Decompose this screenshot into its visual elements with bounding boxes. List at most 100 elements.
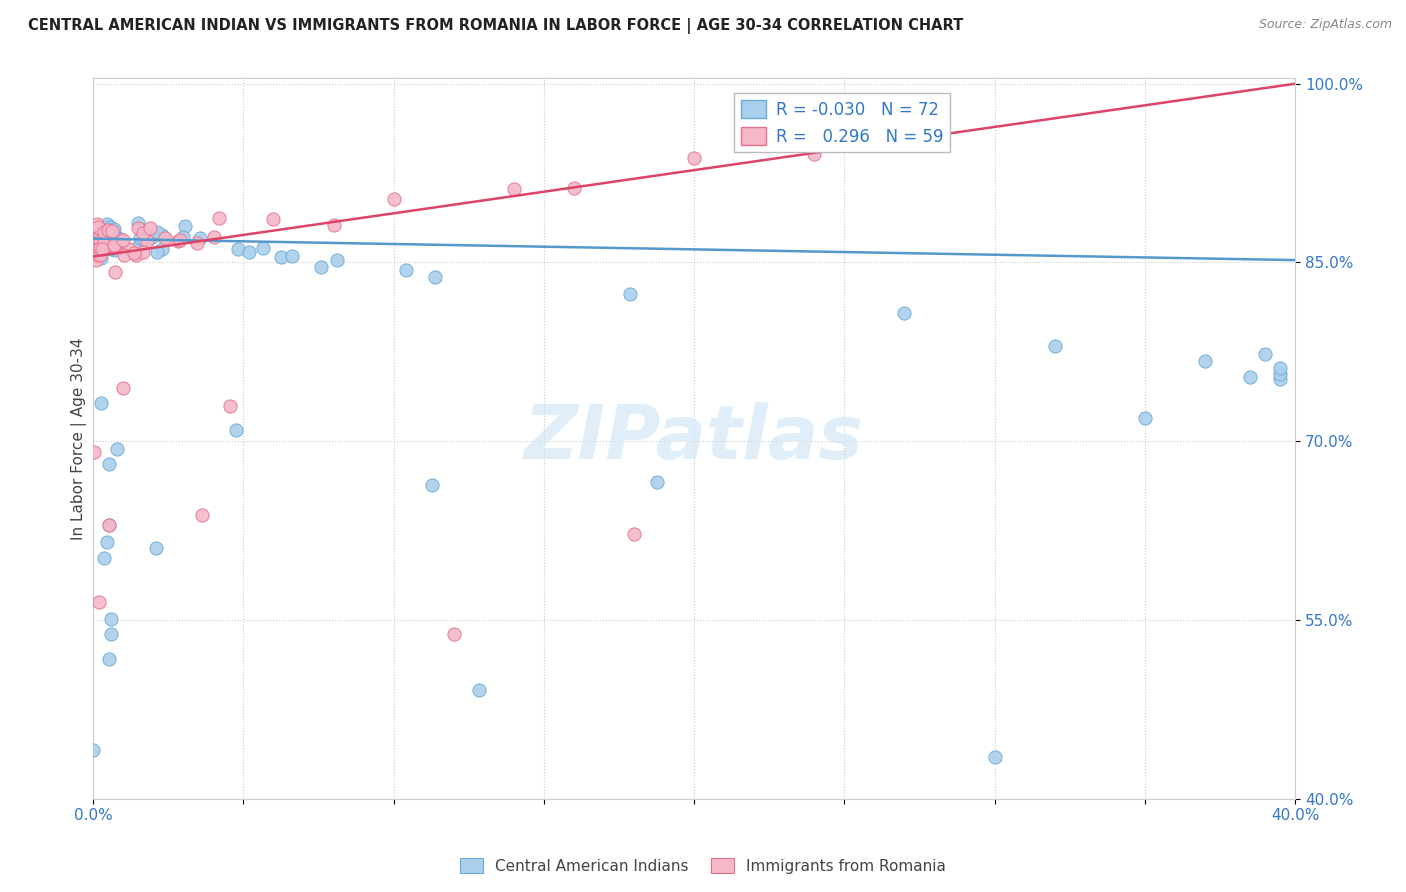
Point: [83, 244, 105, 259]
Point: [93, 235, 115, 250]
Point: [186, 235, 208, 250]
Point: [100, 612, 122, 626]
Point: [208, 211, 231, 225]
Point: [122, 246, 145, 260]
Point: [112, 381, 135, 395]
Point: [103, 230, 125, 244]
Point: [983, 750, 1005, 764]
Point: [226, 242, 249, 256]
Point: [83, 445, 105, 459]
Point: [172, 230, 194, 244]
Point: [325, 253, 347, 268]
Point: [270, 250, 292, 264]
Point: [132, 244, 155, 259]
Point: [97, 236, 120, 251]
Point: [82, 742, 104, 756]
Point: [100, 239, 122, 253]
Point: [262, 211, 284, 226]
Point: [382, 192, 405, 206]
Point: [104, 240, 127, 254]
Point: [1268, 372, 1291, 386]
Point: [100, 241, 122, 255]
Point: [89, 595, 111, 609]
Point: [86, 248, 108, 262]
Point: [105, 230, 128, 244]
Point: [202, 229, 225, 244]
Point: [219, 399, 242, 413]
Point: [153, 231, 176, 245]
Point: [1268, 361, 1291, 376]
Point: [322, 218, 344, 232]
Point: [924, 129, 946, 144]
Point: [131, 226, 153, 240]
Point: [100, 230, 122, 244]
Point: [110, 232, 132, 246]
Point: [98, 220, 121, 235]
Point: [101, 224, 124, 238]
Point: [86, 222, 108, 236]
Point: [645, 475, 668, 490]
Legend: Central American Indians, Immigrants from Romania: Central American Indians, Immigrants fro…: [454, 852, 952, 880]
Point: [104, 243, 127, 257]
Point: [89, 221, 111, 235]
Point: [97, 227, 120, 242]
Point: [105, 230, 128, 244]
Point: [90, 395, 112, 409]
Point: [468, 683, 491, 698]
Point: [683, 151, 706, 165]
Point: [100, 242, 122, 256]
Point: [1043, 338, 1066, 352]
Point: [146, 244, 169, 259]
Point: [191, 508, 214, 522]
Point: [98, 238, 121, 252]
Point: [98, 458, 121, 472]
Point: [136, 234, 159, 248]
Point: [101, 223, 124, 237]
Point: [152, 242, 174, 256]
Point: [1194, 354, 1216, 368]
Point: [83, 245, 105, 260]
Point: [141, 230, 163, 244]
Point: [91, 242, 114, 256]
Point: [139, 220, 162, 235]
Point: [423, 269, 446, 284]
Point: [619, 287, 641, 301]
Text: Source: ZipAtlas.com: Source: ZipAtlas.com: [1258, 18, 1392, 31]
Point: [93, 235, 115, 250]
Point: [100, 627, 122, 641]
Point: [89, 248, 111, 262]
Point: [125, 248, 148, 262]
Point: [86, 225, 108, 239]
Point: [803, 147, 825, 161]
Point: [86, 249, 108, 263]
Y-axis label: In Labor Force | Age 30-34: In Labor Force | Age 30-34: [72, 337, 87, 540]
Point: [84, 228, 107, 243]
Point: [225, 423, 247, 437]
Point: [118, 242, 141, 256]
Point: [443, 627, 465, 641]
Point: [127, 221, 149, 235]
Point: [623, 526, 645, 541]
Point: [97, 652, 120, 666]
Point: [169, 233, 191, 247]
Point: [89, 234, 111, 248]
Point: [84, 253, 107, 268]
Point: [188, 231, 211, 245]
Point: [89, 229, 111, 244]
Point: [84, 231, 107, 245]
Point: [127, 240, 149, 254]
Point: [90, 235, 112, 249]
Point: [145, 541, 167, 556]
Point: [420, 478, 443, 492]
Point: [90, 239, 112, 253]
Point: [101, 222, 124, 236]
Point: [128, 231, 150, 245]
Point: [82, 243, 104, 257]
Point: [562, 181, 585, 195]
Point: [90, 251, 112, 265]
Point: [252, 241, 274, 255]
Point: [96, 230, 118, 244]
Point: [146, 226, 169, 240]
Point: [86, 217, 108, 231]
Point: [93, 551, 115, 566]
